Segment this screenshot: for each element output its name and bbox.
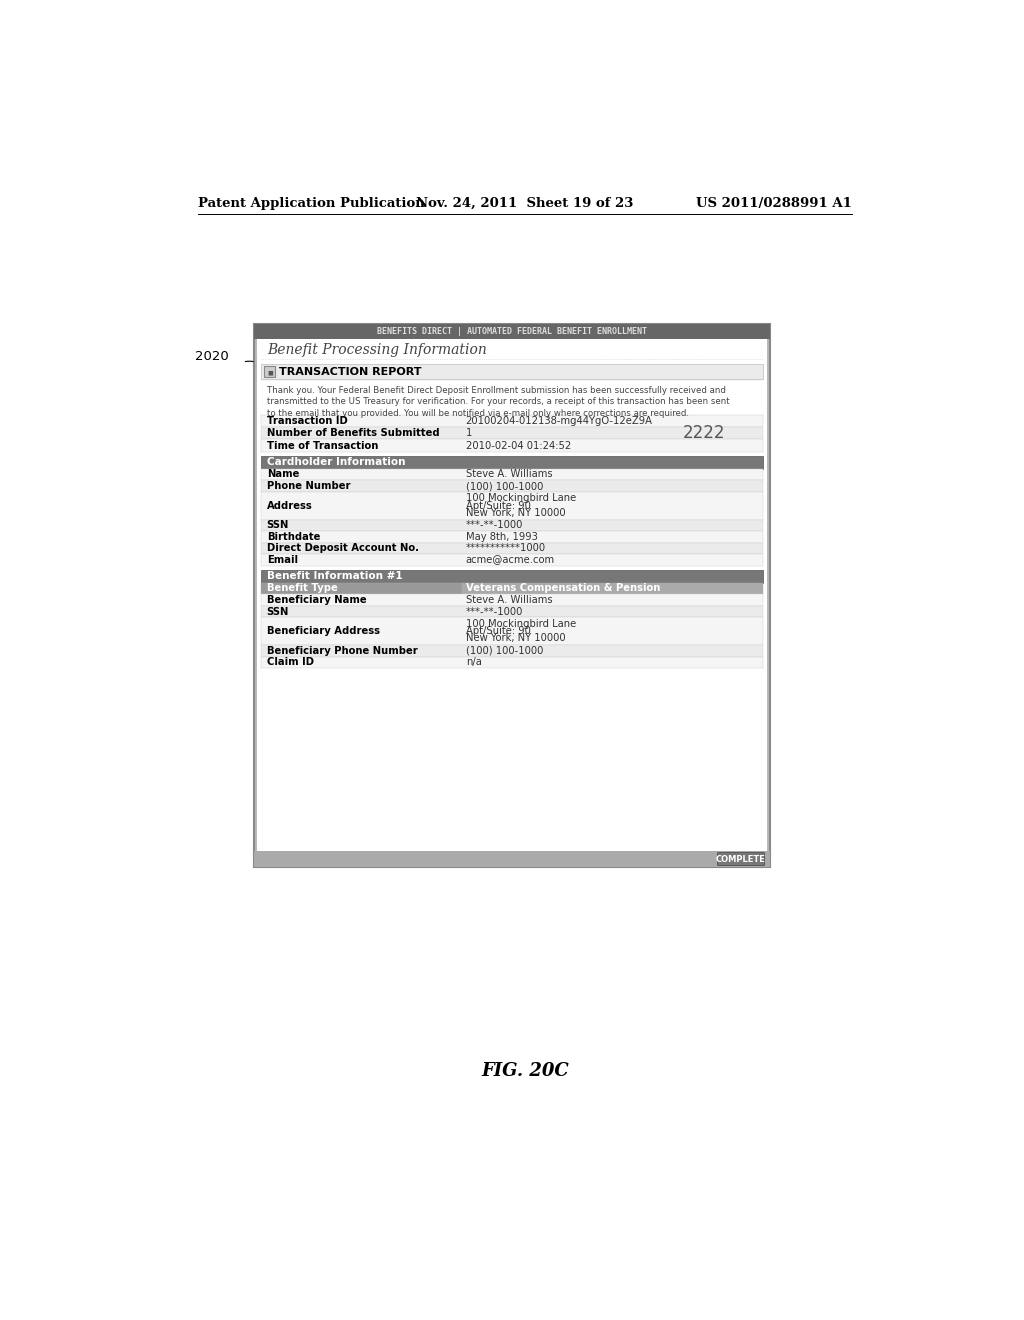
Text: Veterans Compensation & Pension: Veterans Compensation & Pension [466, 583, 660, 594]
Text: 2020: 2020 [195, 350, 228, 363]
FancyBboxPatch shape [718, 853, 765, 866]
Text: ***-**-1000: ***-**-1000 [466, 607, 523, 616]
Text: ***********1000: ***********1000 [466, 544, 546, 553]
Text: TRANSACTION REPORT: TRANSACTION REPORT [280, 367, 422, 378]
Bar [261, 531, 763, 543]
Text: Cardholder Information: Cardholder Information [266, 457, 406, 467]
Bar [261, 414, 763, 428]
Text: Claim ID: Claim ID [266, 657, 313, 668]
Text: Beneficiary Name: Beneficiary Name [266, 595, 367, 605]
Text: 20100204-012138-mg44YgO-12eZ9A: 20100204-012138-mg44YgO-12eZ9A [466, 416, 652, 426]
Text: COMPLETE: COMPLETE [716, 854, 766, 863]
Bar [261, 618, 763, 645]
Bar [254, 851, 770, 867]
Bar [261, 455, 763, 469]
Text: Beneficiary Phone Number: Beneficiary Phone Number [266, 645, 418, 656]
Text: Apt/Suite: 90: Apt/Suite: 90 [466, 500, 530, 511]
Text: BENEFITS DIRECT | AUTOMATED FEDERAL BENEFIT ENROLLMENT: BENEFITS DIRECT | AUTOMATED FEDERAL BENE… [377, 327, 647, 337]
Text: Beneficiary Address: Beneficiary Address [266, 626, 380, 636]
Text: Benefit Type: Benefit Type [266, 583, 338, 594]
Bar [261, 554, 763, 566]
Bar [261, 656, 763, 668]
Bar [261, 543, 763, 554]
Text: ◼: ◼ [267, 370, 272, 375]
Text: Email: Email [266, 554, 298, 565]
Bar [261, 582, 462, 594]
Text: New York, NY 10000: New York, NY 10000 [466, 634, 565, 643]
Text: n/a: n/a [466, 657, 481, 668]
Bar [261, 440, 763, 451]
Bar [261, 480, 763, 492]
Text: New York, NY 10000: New York, NY 10000 [466, 508, 565, 517]
Text: Phone Number: Phone Number [266, 480, 350, 491]
Text: Patent Application Publication: Patent Application Publication [198, 197, 425, 210]
Bar [254, 323, 770, 867]
Bar [257, 339, 767, 851]
Text: Birthdate: Birthdate [266, 532, 321, 541]
Text: Time of Transaction: Time of Transaction [266, 441, 378, 450]
Bar [261, 469, 763, 480]
Text: US 2011/0288991 A1: US 2011/0288991 A1 [696, 197, 852, 210]
Text: Transaction ID: Transaction ID [266, 416, 347, 426]
Text: SSN: SSN [266, 520, 289, 531]
Text: Apt/Suite: 90: Apt/Suite: 90 [466, 626, 530, 636]
Bar [261, 594, 763, 606]
Bar [261, 492, 763, 520]
Text: Steve A. Williams: Steve A. Williams [466, 470, 552, 479]
Text: 2222: 2222 [683, 424, 725, 442]
Text: Benefit Information #1: Benefit Information #1 [266, 572, 402, 581]
Text: Benefit Processing Information: Benefit Processing Information [266, 343, 486, 358]
Bar [261, 520, 763, 531]
Text: (100) 100-1000: (100) 100-1000 [466, 645, 543, 656]
Text: ***-**-1000: ***-**-1000 [466, 520, 523, 531]
Text: 2010-02-04 01:24:52: 2010-02-04 01:24:52 [466, 441, 571, 450]
Text: acme@acme.com: acme@acme.com [466, 554, 555, 565]
Bar [254, 323, 770, 339]
Text: Address: Address [266, 500, 312, 511]
Text: FIG. 20C: FIG. 20C [481, 1061, 568, 1080]
Bar [264, 367, 275, 378]
Text: May 8th, 1993: May 8th, 1993 [466, 532, 538, 541]
Bar [261, 570, 763, 582]
Text: Steve A. Williams: Steve A. Williams [466, 595, 552, 605]
Bar [261, 606, 763, 618]
Bar [462, 582, 763, 594]
Bar [261, 364, 763, 379]
Text: Direct Deposit Account No.: Direct Deposit Account No. [266, 544, 419, 553]
Text: Nov. 24, 2011  Sheet 19 of 23: Nov. 24, 2011 Sheet 19 of 23 [416, 197, 634, 210]
Text: Number of Benefits Submitted: Number of Benefits Submitted [266, 428, 439, 438]
Text: 1: 1 [466, 428, 472, 438]
Text: SSN: SSN [266, 607, 289, 616]
Text: Thank you. Your Federal Benefit Direct Deposit Enrollment submission has been su: Thank you. Your Federal Benefit Direct D… [266, 385, 729, 418]
Text: 100 Mockingbird Lane: 100 Mockingbird Lane [466, 619, 575, 628]
Bar [261, 645, 763, 656]
Bar [261, 428, 763, 440]
Text: (100) 100-1000: (100) 100-1000 [466, 480, 543, 491]
Text: Name: Name [266, 470, 299, 479]
Text: 100 Mockingbird Lane: 100 Mockingbird Lane [466, 494, 575, 503]
